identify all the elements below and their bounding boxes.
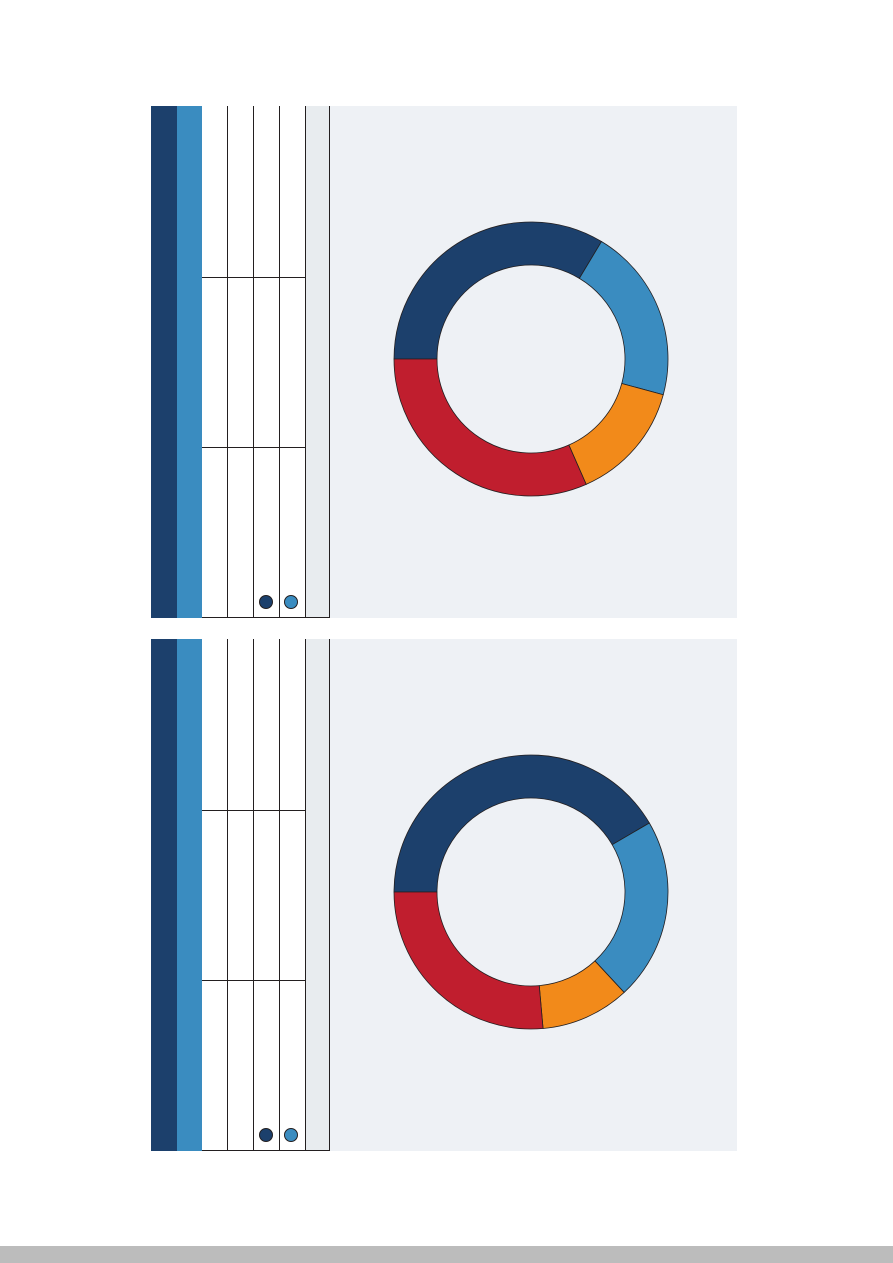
- legend-band-light-blue: [177, 106, 202, 618]
- legend-empty-column: [305, 639, 330, 1151]
- legend-grid: [202, 106, 350, 618]
- legend-table-1: [151, 106, 350, 618]
- donut-slice-3: [568, 383, 664, 485]
- grid-divider: [227, 639, 228, 1151]
- grid-row-divider: [202, 447, 305, 448]
- grid-row-divider: [202, 980, 305, 981]
- legend-swatch-light-blue: [284, 595, 298, 609]
- legend-swatch-dark-blue: [259, 595, 273, 609]
- grid-divider: [279, 639, 280, 1151]
- donut-slice-2: [594, 822, 669, 994]
- donut-chart-2: [393, 754, 669, 1030]
- grid-divider: [279, 106, 280, 618]
- grid-divider: [227, 106, 228, 618]
- donut-slice-4: [393, 891, 544, 1030]
- legend-band-dark-blue: [151, 639, 177, 1151]
- donut-slice-1: [393, 754, 650, 893]
- legend-band-light-blue: [177, 639, 202, 1151]
- chart-panel-1: [151, 106, 737, 618]
- donut-chart-area-2: [330, 639, 737, 1151]
- footer-bar: [0, 1246, 893, 1263]
- grid-row-divider: [202, 810, 305, 811]
- legend-swatch-dark-blue: [259, 1128, 273, 1142]
- donut-slice-2: [578, 240, 669, 396]
- legend-table-2: [151, 639, 350, 1151]
- grid-divider: [253, 639, 254, 1151]
- legend-swatch-light-blue: [284, 1128, 298, 1142]
- chart-panel-2: [151, 639, 737, 1151]
- donut-chart-area-1: [330, 106, 737, 618]
- legend-empty-column: [305, 106, 330, 618]
- legend-band-dark-blue: [151, 106, 177, 618]
- donut-chart-1: [393, 221, 669, 497]
- grid-divider: [253, 106, 254, 618]
- donut-slice-4: [393, 358, 587, 497]
- grid-row-divider: [202, 277, 305, 278]
- legend-grid: [202, 639, 350, 1151]
- donut-slice-1: [393, 221, 603, 360]
